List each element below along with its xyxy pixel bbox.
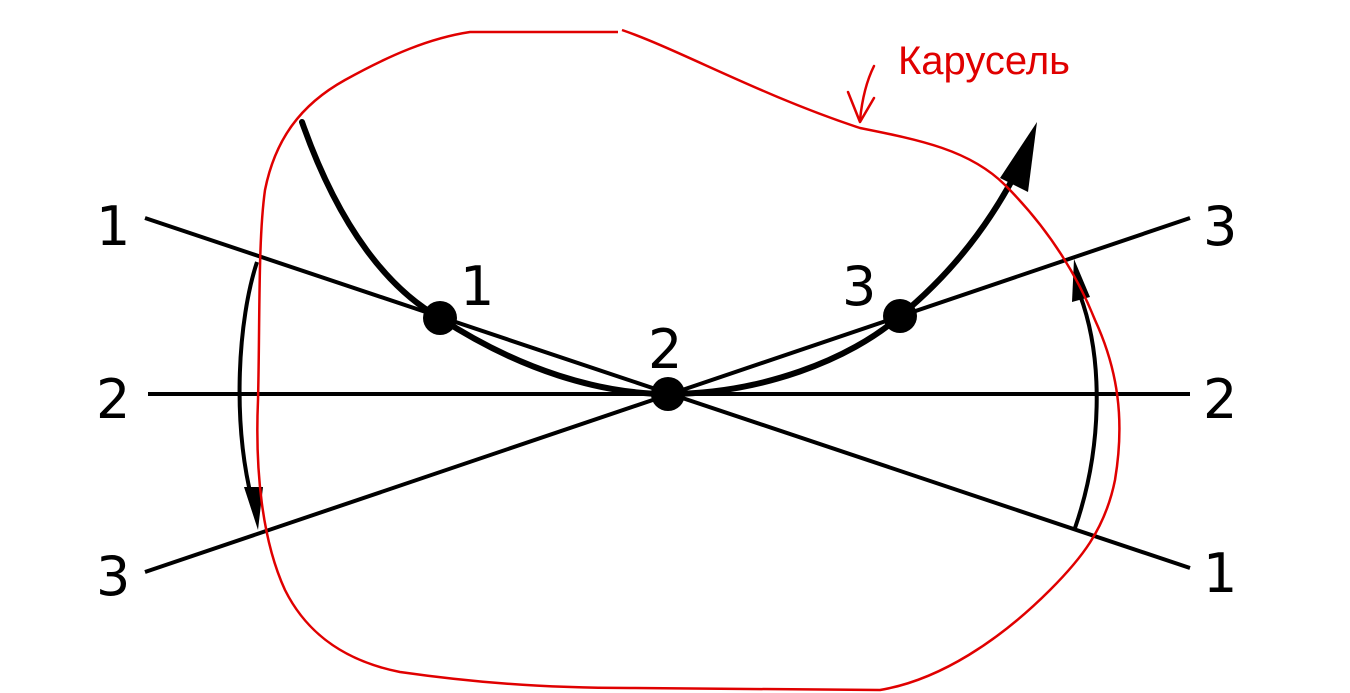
left-rotation-arrowhead [244,487,263,530]
line-2-left-label: 2 [96,368,130,431]
left-rotation-arc [237,261,259,501]
point-2-label: 2 [648,318,682,381]
line-3-left-label: 3 [96,545,130,608]
line-2-right-label: 2 [1203,368,1237,431]
line-3-right-label: 3 [1203,195,1237,258]
point-3-label: 3 [842,255,876,318]
point-1-label: 1 [460,255,494,318]
line-1-right-label: 1 [1203,542,1237,605]
right-rotation-arrowhead [1072,259,1090,302]
point-1-dot [423,301,457,335]
annotation-pointer-head [846,90,876,124]
line-1-left-label: 1 [96,195,130,258]
carousel-loop [256,28,1121,692]
trajectory-arrowhead [1000,122,1037,192]
annotation-pointer [858,64,876,122]
right-rotation-arc [1073,294,1099,529]
point-2-dot [651,377,685,411]
point-3-dot [883,299,917,333]
carousel-annotation: Карусель [898,39,1070,83]
